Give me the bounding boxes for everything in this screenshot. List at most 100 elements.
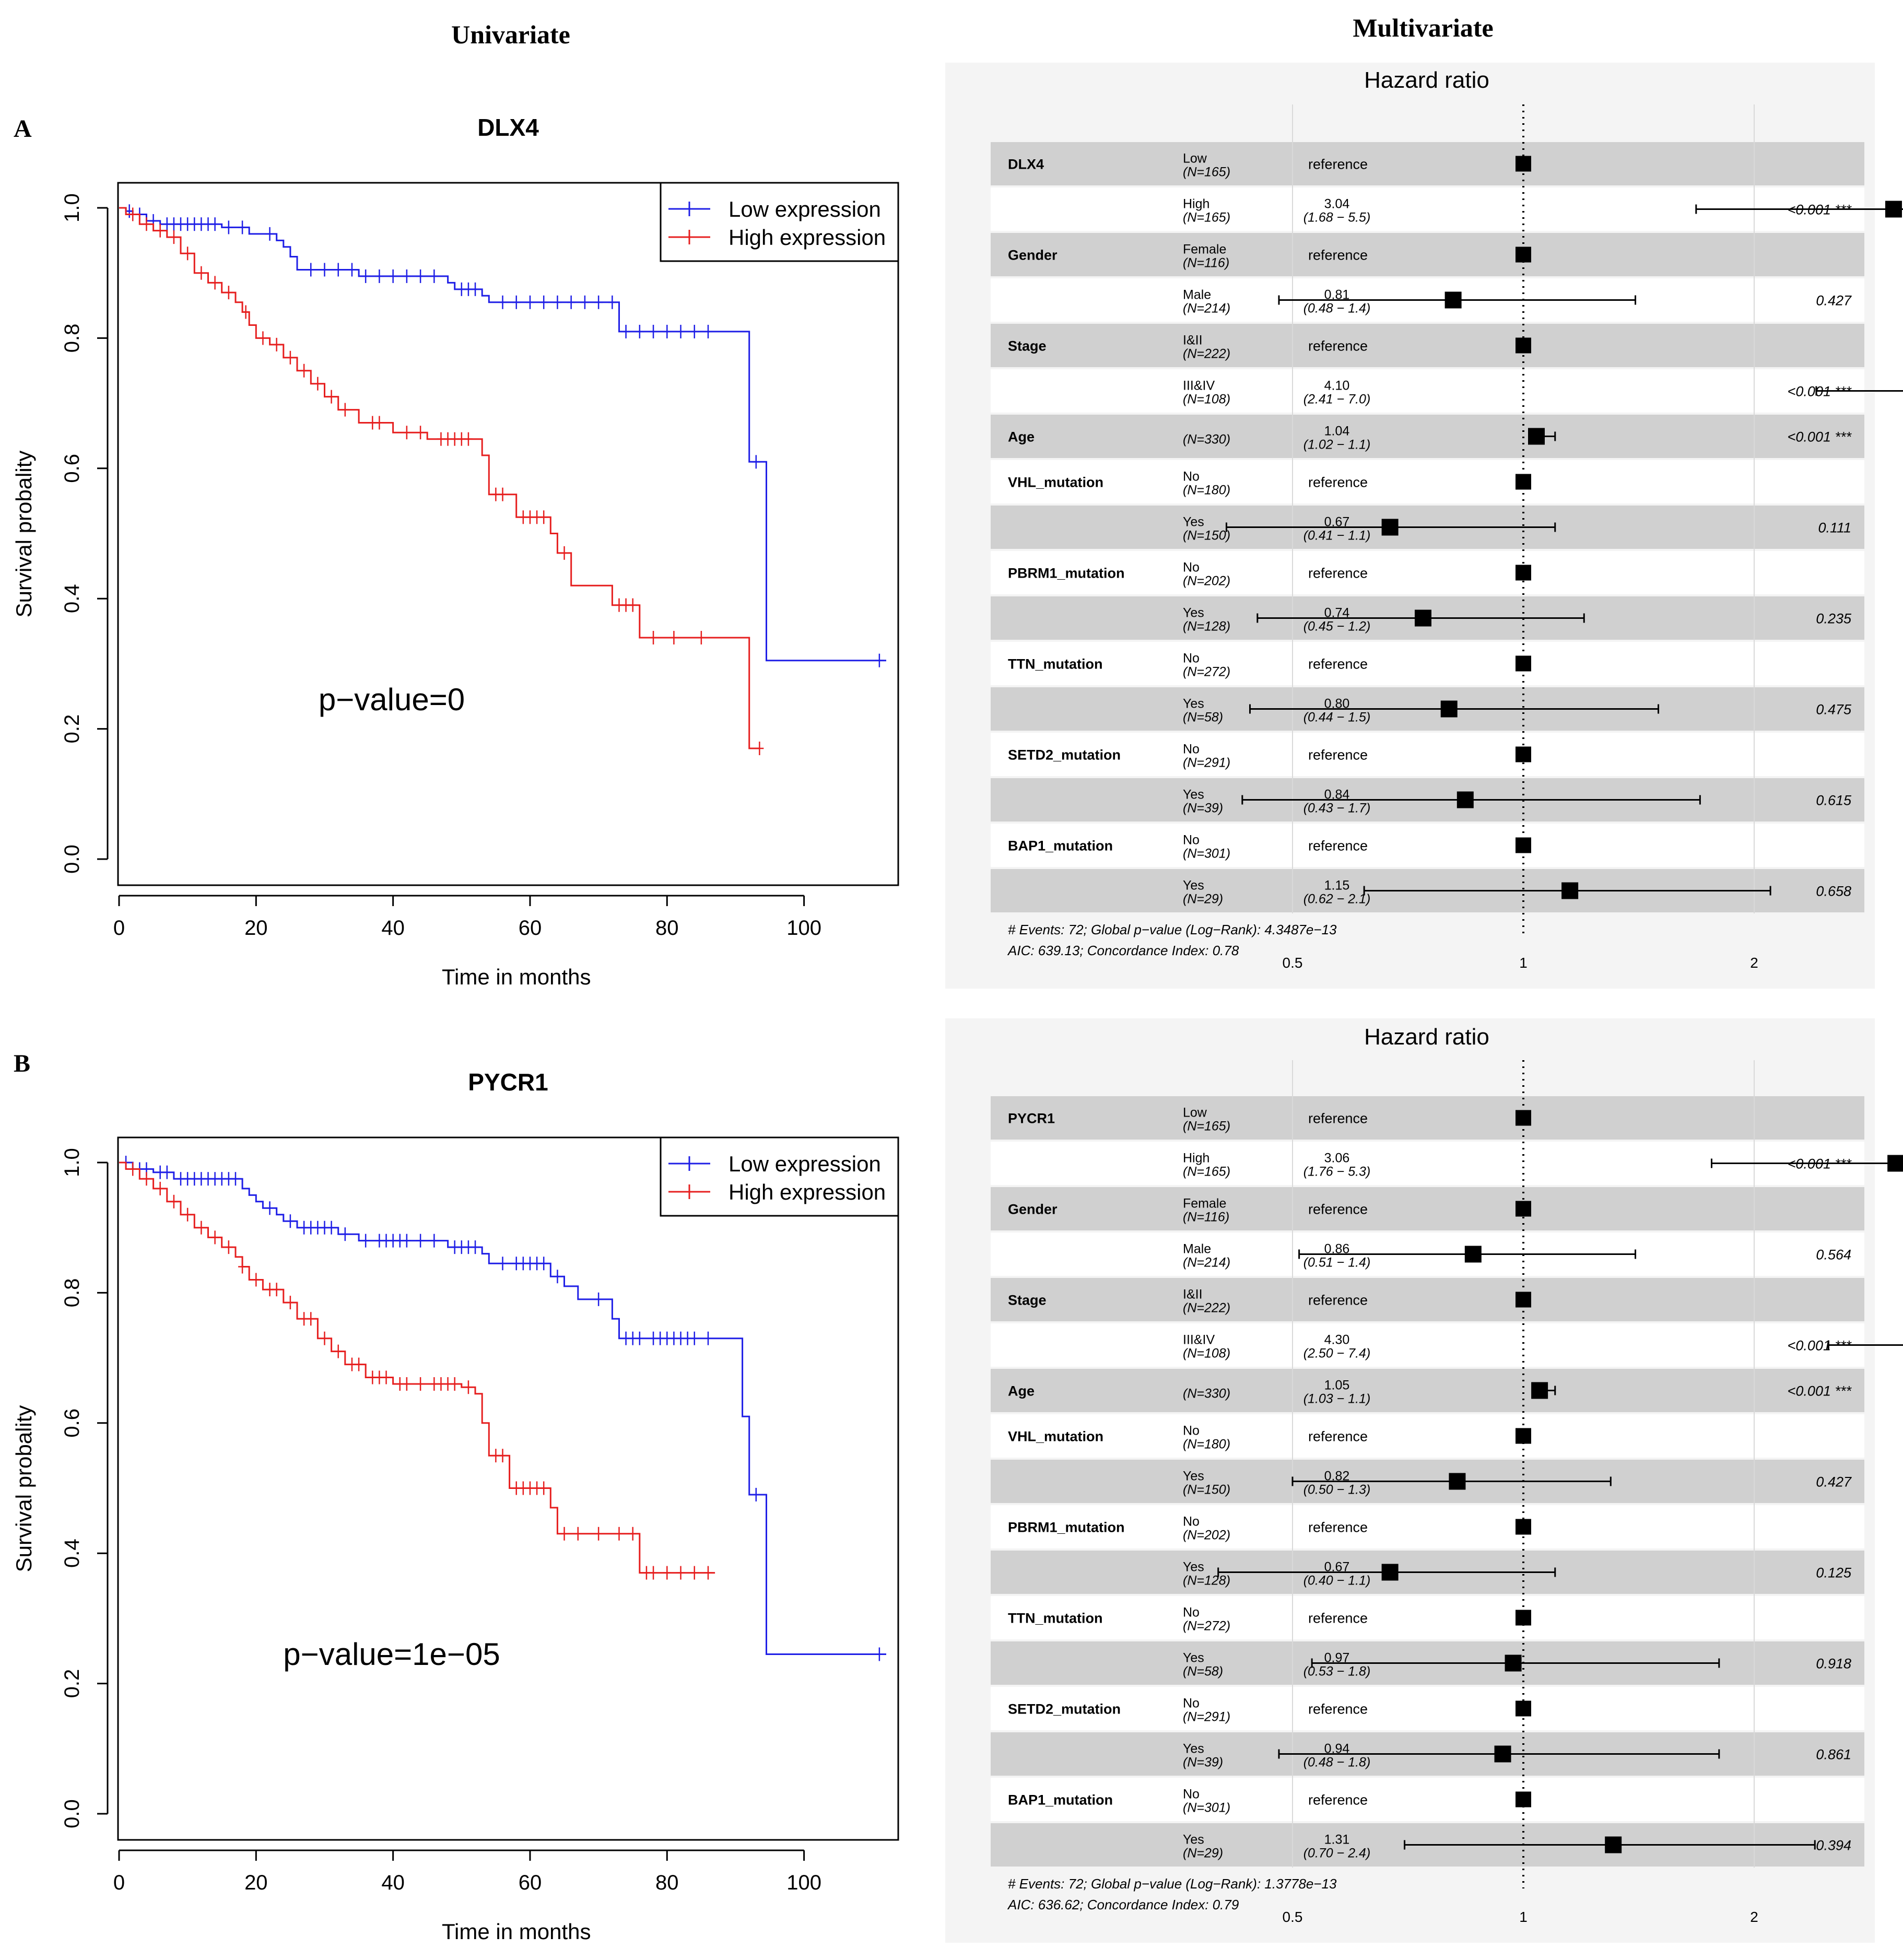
km-legend-box [660, 1136, 899, 1217]
forest-axis-tick-label: 1 [1519, 955, 1528, 971]
forest-n-label: (N=202) [1183, 1528, 1230, 1543]
forest-estimate: 3.06 [1324, 1151, 1350, 1166]
forest-estimate: 1.05 [1324, 1378, 1350, 1393]
forest-level-label: Yes [1183, 606, 1204, 620]
forest-row-band [991, 824, 1864, 867]
panel-letter-a: A [14, 115, 32, 143]
forest-pvalue: 0.564 [1816, 1247, 1851, 1263]
forest-row-band [991, 460, 1864, 503]
forest-level-label: No [1183, 470, 1200, 484]
forest-hr-marker [1605, 1836, 1622, 1853]
forest-pvalue: <0.001 *** [1788, 1383, 1852, 1399]
km-curve-high [119, 1161, 715, 1574]
forest-n-label: (N=272) [1183, 1619, 1230, 1634]
forest-level-label: Yes [1183, 515, 1204, 530]
forest-row-band [991, 1687, 1864, 1730]
forest-level-label: No [1183, 1424, 1200, 1438]
forest-axis-tick-label: 0.5 [1283, 955, 1303, 971]
forest-pvalue: 0.235 [1816, 611, 1852, 627]
forest-n-label: (N=222) [1183, 1301, 1230, 1316]
forest-estimate: reference [1308, 838, 1368, 854]
forest-row-band [991, 642, 1864, 685]
forest-variable-label: Stage [1008, 1293, 1047, 1308]
legend-label: Low expression [729, 1152, 881, 1176]
km-y-tick-label: 1.0 [61, 193, 84, 222]
forest-variable-label: PYCR1 [1008, 1111, 1055, 1126]
km-x-axis-label: Time in months [442, 1919, 591, 1944]
forest-ci: (1.03 − 1.1) [1303, 1392, 1371, 1406]
forest-n-label: (N=165) [1183, 1119, 1230, 1134]
km-x-tick-label: 80 [655, 1871, 679, 1894]
forest-axis-tick-label: 0.5 [1283, 1909, 1303, 1925]
forest-n-label: (N=222) [1183, 347, 1230, 361]
forest-estimate: reference [1308, 1202, 1368, 1217]
forest-hr-marker [1444, 291, 1462, 309]
forest-ci: (0.48 − 1.4) [1303, 301, 1371, 316]
km-pvalue: p−value=0 [319, 682, 465, 717]
forest-ci: (0.41 − 1.1) [1303, 529, 1371, 543]
forest-variable-label: BAP1_mutation [1008, 838, 1113, 854]
km-x-axis-label: Time in months [442, 965, 591, 989]
forest-estimate: reference [1308, 1293, 1368, 1308]
forest-n-label: (N=39) [1183, 1755, 1223, 1770]
forest-estimate: 4.10 [1324, 379, 1350, 393]
forest-hr-marker [1887, 1155, 1903, 1172]
forest-row-band [991, 1369, 1864, 1412]
forest-hr-marker [1494, 1745, 1511, 1763]
forest-n-label: (N=128) [1183, 619, 1230, 634]
km-x-tick-label: 0 [113, 917, 125, 940]
forest-hr-marker [1516, 1428, 1531, 1444]
forest-ci: (0.53 − 1.8) [1303, 1664, 1371, 1679]
forest-level-label: No [1183, 1605, 1200, 1620]
forest-n-label: (N=291) [1183, 1710, 1230, 1724]
forest-title: Hazard ratio [1364, 1024, 1489, 1050]
forest-n-label: (N=301) [1183, 847, 1230, 861]
km-y-tick-label: 0.6 [61, 454, 84, 483]
forest-n-label: (N=202) [1183, 574, 1230, 589]
km-y-tick-label: 0.8 [61, 324, 84, 353]
km-y-tick-label: 0.2 [61, 1669, 84, 1698]
forest-ci: (0.70 − 2.4) [1303, 1846, 1371, 1861]
forest-n-label: (N=214) [1183, 301, 1230, 316]
forest-variable-label: Gender [1008, 1202, 1058, 1217]
legend-label: Low expression [729, 197, 881, 221]
forest-row-band [991, 1596, 1864, 1639]
forest-ci: (0.43 − 1.7) [1303, 801, 1371, 816]
forest-hr-marker [1381, 1564, 1399, 1581]
forest-row-band [991, 733, 1864, 776]
km-title: DLX4 [477, 114, 539, 141]
forest-n-label: (N=165) [1183, 210, 1230, 225]
forest-estimate: reference [1308, 157, 1368, 172]
forest-level-label: III&IV [1183, 379, 1215, 393]
km-x-tick-label: 0 [113, 1871, 125, 1894]
km-y-axis-label: Survival probality [11, 451, 36, 618]
forest-n-label: (N=128) [1183, 1574, 1230, 1588]
km-curve-low [119, 1161, 886, 1655]
forest-variable-label: VHL_mutation [1008, 475, 1103, 490]
forest-row-band [991, 551, 1864, 594]
forest-row-band [991, 1414, 1864, 1458]
km-title: PYCR1 [468, 1069, 548, 1096]
forest-hr-marker [1516, 337, 1531, 354]
forest-n-label: (N=29) [1183, 1846, 1223, 1861]
forest-ci: (0.51 − 1.4) [1303, 1255, 1371, 1270]
forest-level-label: No [1183, 1787, 1200, 1802]
forest-level-label: Low [1183, 151, 1207, 166]
forest-hr-marker [1516, 1519, 1531, 1535]
forest-ci: (0.50 − 1.3) [1303, 1483, 1371, 1497]
forest-n-label: (N=301) [1183, 1801, 1230, 1815]
forest-variable-label: Stage [1008, 338, 1047, 354]
forest-hr-marker [1516, 655, 1531, 672]
forest-estimate: reference [1308, 1429, 1368, 1445]
forest-n-label: (N=291) [1183, 756, 1230, 770]
km-curve-low [119, 207, 886, 662]
forest-n-label: (N=272) [1183, 665, 1230, 679]
forest-variable-label: Age [1008, 1383, 1035, 1399]
forest-estimate: 1.04 [1324, 424, 1350, 439]
forest-estimate: 1.15 [1324, 878, 1350, 893]
legend-label: High expression [729, 1180, 886, 1204]
km-plot-frame [117, 182, 899, 886]
forest-row-band [991, 324, 1864, 367]
km-pvalue: p−value=1e−05 [283, 1637, 500, 1672]
